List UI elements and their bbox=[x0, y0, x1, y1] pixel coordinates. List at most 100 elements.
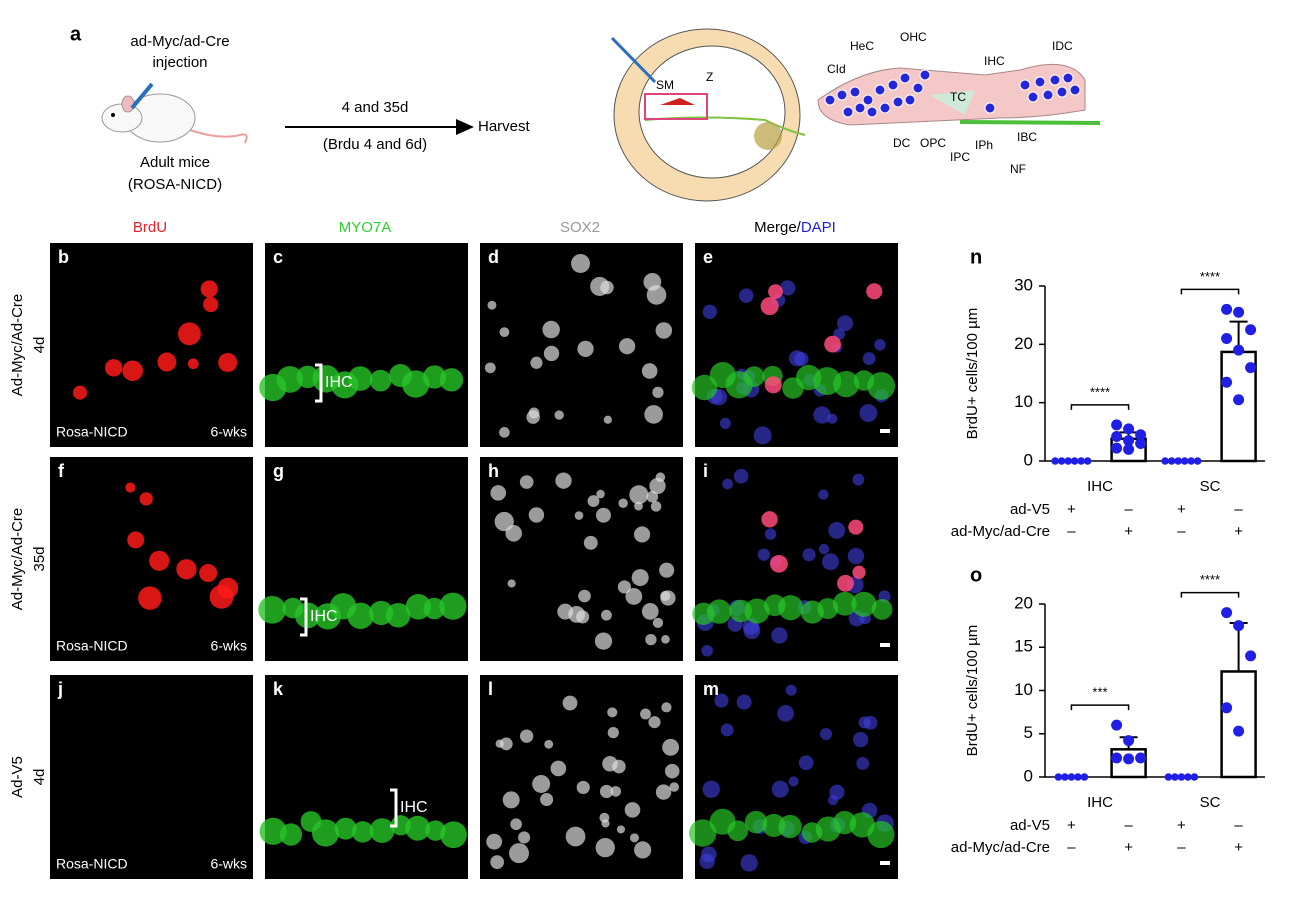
cell bbox=[599, 784, 614, 799]
cell bbox=[744, 810, 768, 834]
bar bbox=[1220, 670, 1257, 779]
condition-sign: + bbox=[1234, 839, 1243, 856]
cell bbox=[984, 102, 996, 114]
cell bbox=[778, 595, 804, 621]
cell bbox=[603, 415, 612, 424]
cell bbox=[649, 477, 666, 495]
cell bbox=[617, 580, 632, 594]
corti-label: HeC bbox=[850, 39, 874, 53]
cell bbox=[699, 853, 715, 870]
cell bbox=[199, 564, 218, 583]
cell bbox=[733, 468, 749, 484]
cell bbox=[187, 358, 199, 370]
data-point bbox=[1187, 457, 1195, 465]
data-point bbox=[1123, 435, 1135, 447]
cell bbox=[610, 786, 622, 797]
significance-bracket bbox=[1180, 591, 1240, 598]
ihc-label: IHC bbox=[400, 799, 428, 816]
cell bbox=[1062, 72, 1074, 84]
condition-sign: – bbox=[1124, 817, 1133, 834]
significance-label: *** bbox=[1092, 685, 1107, 700]
data-point bbox=[1111, 719, 1123, 731]
row-time: 35d bbox=[31, 546, 48, 571]
cell bbox=[753, 426, 772, 445]
panel-letter: g bbox=[273, 461, 284, 481]
panel-letter: c bbox=[273, 247, 283, 267]
cell bbox=[594, 632, 613, 650]
cell bbox=[149, 550, 170, 571]
cell bbox=[744, 598, 770, 624]
cell bbox=[634, 841, 652, 859]
cell bbox=[625, 588, 643, 605]
data-point bbox=[1135, 752, 1147, 764]
corti-label: IBC bbox=[1017, 130, 1037, 144]
condition-sign: + bbox=[1124, 523, 1133, 540]
cell bbox=[740, 854, 758, 872]
cell bbox=[779, 280, 796, 296]
cell bbox=[691, 374, 718, 401]
cell bbox=[385, 602, 411, 628]
data-point bbox=[1111, 442, 1123, 454]
cell bbox=[104, 359, 123, 377]
cell bbox=[842, 106, 854, 118]
cell bbox=[837, 315, 854, 332]
cell bbox=[874, 84, 886, 96]
data-point bbox=[1221, 303, 1233, 315]
cell bbox=[778, 814, 802, 839]
cell bbox=[294, 602, 321, 629]
timepoint-label: 4 and 35d bbox=[342, 99, 409, 116]
data-point bbox=[1051, 457, 1059, 465]
data-point bbox=[1171, 773, 1179, 781]
mouse-label: Rosa-NICD bbox=[56, 856, 128, 872]
cell bbox=[871, 599, 893, 620]
significance-bracket bbox=[1070, 404, 1130, 410]
cell bbox=[351, 821, 374, 843]
y-tick-label: 15 bbox=[1014, 637, 1033, 656]
cell bbox=[832, 591, 857, 616]
data-point bbox=[1080, 773, 1089, 781]
cell bbox=[899, 72, 911, 84]
cell bbox=[633, 526, 651, 543]
cell bbox=[646, 285, 667, 305]
cell bbox=[494, 511, 514, 532]
significance-label: **** bbox=[1200, 269, 1220, 284]
y-tick-label: 20 bbox=[1014, 334, 1033, 353]
injection-label: ad-Myc/ad-Cre bbox=[130, 33, 229, 50]
cell bbox=[499, 327, 510, 338]
corti-label: IPC bbox=[950, 150, 970, 164]
ihc-label: IHC bbox=[310, 608, 338, 625]
cell bbox=[528, 407, 540, 419]
condition-sign: – bbox=[1234, 817, 1243, 834]
cell bbox=[490, 855, 505, 870]
cell bbox=[743, 366, 765, 387]
y-tick-label: 0 bbox=[1024, 450, 1033, 469]
panel-letter: j bbox=[57, 679, 63, 699]
cell bbox=[822, 553, 839, 571]
condition-sign: + bbox=[1067, 501, 1076, 518]
condition-label: ad-Myc/ad-Cre bbox=[951, 839, 1050, 856]
cell bbox=[652, 617, 664, 629]
micrograph bbox=[265, 457, 468, 661]
cell bbox=[607, 707, 618, 718]
cochlea-diagram bbox=[610, 28, 806, 202]
row-time: 4d bbox=[31, 337, 48, 354]
mouse-illustration bbox=[101, 82, 248, 144]
cell bbox=[1049, 74, 1061, 86]
data-point bbox=[1177, 773, 1186, 781]
cell bbox=[618, 498, 628, 509]
cell bbox=[577, 340, 594, 357]
cell bbox=[662, 738, 680, 756]
data-point bbox=[1233, 394, 1245, 406]
cell bbox=[736, 694, 752, 710]
cell bbox=[641, 603, 659, 620]
column-header: Merge/DAPI bbox=[754, 219, 836, 236]
cell bbox=[788, 776, 799, 787]
x-tick-label: IHC bbox=[1087, 478, 1113, 495]
cell bbox=[519, 729, 534, 743]
cell bbox=[820, 728, 833, 740]
chart-letter: n bbox=[970, 246, 982, 268]
panel-letter: m bbox=[703, 679, 719, 699]
cell bbox=[818, 489, 829, 500]
data-point bbox=[1067, 773, 1076, 781]
